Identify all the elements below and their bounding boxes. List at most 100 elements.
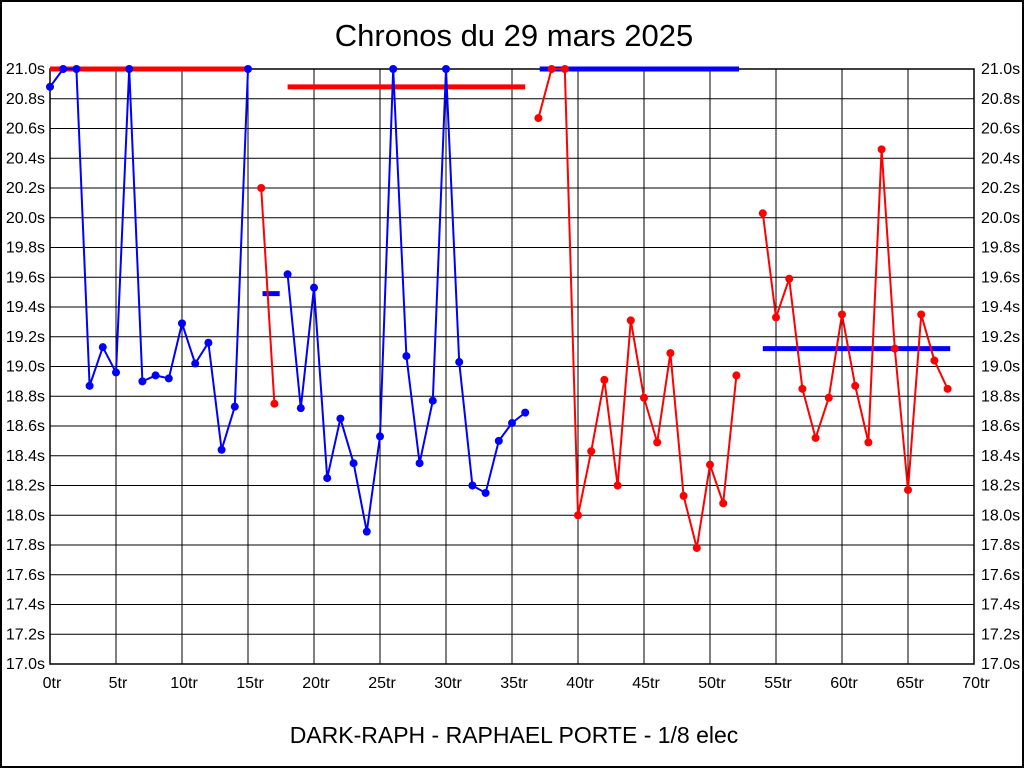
y-tick-label-left: 19.8s xyxy=(6,240,45,257)
blue-run-data-point xyxy=(191,359,200,368)
blue-run-data-point xyxy=(46,82,54,91)
blue-run-data-point xyxy=(217,445,226,454)
x-tick-label: 65tr xyxy=(896,675,924,692)
y-tick-label-right: 20.8s xyxy=(981,91,1020,108)
blue-run-data-point xyxy=(349,459,358,468)
blue-run-data-point xyxy=(244,65,252,73)
red-run-data-point xyxy=(270,399,279,408)
blue-run-data-point xyxy=(138,377,147,386)
y-tick-label-left: 17.2s xyxy=(6,626,45,643)
y-tick-label-right: 17.2s xyxy=(981,626,1020,643)
y-tick-label-right: 20.4s xyxy=(981,150,1020,167)
red-run-data-point xyxy=(798,384,807,393)
blue-run-data-point xyxy=(164,374,173,383)
x-tick-label: 55tr xyxy=(764,675,792,692)
y-tick-label-left: 19.6s xyxy=(6,269,45,286)
x-tick-label: 0tr xyxy=(43,675,62,692)
red-run-data-point xyxy=(640,393,648,402)
y-tick-label-right: 17.8s xyxy=(981,537,1020,554)
x-tick-label: 10tr xyxy=(170,675,198,692)
red-run-data-point xyxy=(600,375,609,384)
blue-run-data-point xyxy=(85,381,94,390)
y-tick-label-right: 19.8s xyxy=(981,240,1020,257)
y-tick-label-left: 19.0s xyxy=(6,359,45,376)
red-run-data-point xyxy=(758,209,767,218)
page-title: Chronos du 29 mars 2025 xyxy=(334,18,694,53)
y-tick-label-left: 18.8s xyxy=(6,388,45,405)
x-tick-label: 50tr xyxy=(698,675,726,692)
blue-run-data-point xyxy=(521,408,530,417)
red-run-data-point xyxy=(613,481,622,490)
x-tick-label: 70tr xyxy=(962,675,990,692)
x-tick-label: 5tr xyxy=(109,675,128,692)
plot-border xyxy=(49,68,975,665)
y-tick-label-left: 20.0s xyxy=(6,210,45,227)
y-tick-label-left: 18.6s xyxy=(6,418,45,435)
red-run-data-point xyxy=(679,491,688,500)
blue-run-data-point xyxy=(415,459,424,468)
red-run-data-point xyxy=(666,349,675,358)
blue-run-data-point xyxy=(402,352,411,361)
x-tick-label: 15tr xyxy=(236,675,264,692)
y-tick-label-right: 20.0s xyxy=(981,210,1020,227)
y-tick-label-left: 20.2s xyxy=(6,180,45,197)
y-tick-label-left: 20.4s xyxy=(6,150,45,167)
x-tick-label: 45tr xyxy=(632,675,660,692)
x-tick-label: 40tr xyxy=(566,675,594,692)
red-run-data-point xyxy=(587,447,596,456)
y-tick-label-left: 18.4s xyxy=(6,448,45,465)
blue-run-data-point xyxy=(283,270,292,279)
blue-run-data-point xyxy=(296,404,305,413)
red-run-data-point xyxy=(890,344,899,353)
y-tick-label-left: 20.6s xyxy=(6,121,45,138)
x-tick-label: 25tr xyxy=(368,675,396,692)
blue-run-data-point xyxy=(442,65,450,73)
y-tick-label-left: 18.0s xyxy=(6,507,45,524)
blue-run-data-point xyxy=(376,432,384,441)
x-tick-label: 60tr xyxy=(830,675,858,692)
red-run-data-point xyxy=(943,384,952,393)
y-tick-label-left: 17.0s xyxy=(6,656,45,673)
red-run-data-point xyxy=(719,499,728,508)
red-run-data-point xyxy=(534,114,543,123)
x-tick-label: 35tr xyxy=(500,675,528,692)
red-run-data-point xyxy=(560,65,569,73)
y-tick-label-right: 18.2s xyxy=(981,478,1020,495)
blue-run-data-point xyxy=(72,65,81,73)
y-tick-label-right: 20.2s xyxy=(981,180,1020,197)
y-tick-label-left: 19.2s xyxy=(6,329,45,346)
driver-footer-label: DARK-RAPH - RAPHAEL PORTE - 1/8 elec xyxy=(289,722,739,748)
y-tick-label-right: 18.4s xyxy=(981,448,1020,465)
y-tick-label-right: 17.6s xyxy=(981,567,1020,584)
blue-run-data-point xyxy=(428,396,437,405)
blue-run-data-point xyxy=(59,65,68,73)
blue-run-data-point xyxy=(151,371,160,380)
blue-run-data-point xyxy=(310,283,318,292)
blue-run-data-point xyxy=(389,65,398,73)
y-tick-label-right: 18.0s xyxy=(981,507,1020,524)
blue-run-data-point xyxy=(494,436,503,445)
red-run-line xyxy=(537,68,738,549)
y-tick-label-right: 17.4s xyxy=(981,597,1020,614)
red-run-data-point xyxy=(772,313,780,322)
red-run-data-point xyxy=(257,184,266,192)
blue-run-data-point xyxy=(323,474,332,483)
red-run-data-point xyxy=(851,381,860,390)
blue-run-data-point xyxy=(98,343,107,352)
red-run-data-point xyxy=(917,310,926,319)
red-run-data-point xyxy=(930,356,939,365)
blue-run-data-point xyxy=(481,488,490,497)
y-tick-label-left: 18.2s xyxy=(6,478,45,495)
blue-run-data-point xyxy=(125,65,134,73)
red-run-data-point xyxy=(877,145,886,154)
y-tick-label-right: 18.6s xyxy=(981,418,1020,435)
blue-run-line xyxy=(286,68,526,533)
y-tick-label-left: 17.4s xyxy=(6,597,45,614)
blue-run-data-point xyxy=(362,527,371,536)
y-tick-label-left: 20.8s xyxy=(6,91,45,108)
blue-run-line xyxy=(49,68,249,451)
red-run-data-point xyxy=(864,438,873,447)
red-run-data-point xyxy=(547,65,556,73)
